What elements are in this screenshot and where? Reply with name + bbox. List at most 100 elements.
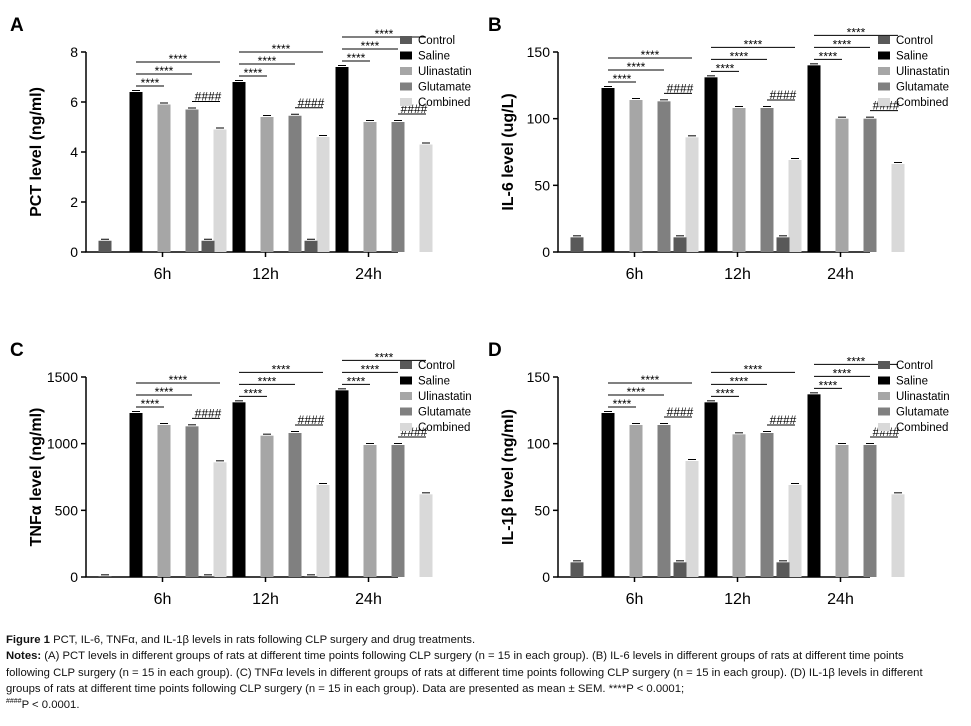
x-tick-label: 6h [154, 266, 172, 283]
y-tick-label: 500 [55, 502, 79, 518]
legend-swatch-saline [400, 376, 412, 385]
legend-label-control: Control [418, 35, 455, 47]
legend-swatch-control [878, 361, 890, 369]
bar-control-6h [570, 237, 584, 252]
legend-label-ulinastatin: Ulinastatin [418, 66, 472, 78]
hash-superscript: #### [6, 698, 22, 706]
bar-saline-6h [129, 92, 143, 252]
legend-label-saline: Saline [896, 51, 928, 63]
sig-saline-glutamate-label: **** [627, 385, 646, 399]
sig-saline-combined-label: **** [744, 362, 763, 376]
bar-combined-24h [419, 494, 433, 577]
sig-combined-hash-label: #### [298, 413, 325, 427]
legend-swatch-saline [878, 376, 890, 385]
bar-saline-6h [601, 413, 615, 577]
sig-saline-glutamate-label: **** [730, 374, 749, 388]
sig-saline-ulinastatin-label: **** [716, 61, 735, 75]
sig-saline-ulinastatin-label: **** [347, 51, 366, 65]
legend-swatch-saline [400, 51, 412, 60]
bar-control-6h [98, 240, 112, 252]
bar-glutamate-12h [760, 108, 774, 252]
legend-label-glutamate: Glutamate [896, 407, 949, 419]
x-tick-label: 24h [827, 266, 854, 283]
bar-ulinastatin-6h [629, 100, 643, 252]
bar-saline-6h [129, 413, 143, 577]
bar-glutamate-12h [760, 433, 774, 577]
legend-swatch-ulinastatin [878, 392, 890, 400]
sig-saline-glutamate-label: **** [361, 39, 380, 53]
sig-saline-ulinastatin-label: **** [141, 397, 160, 411]
hash-text: P < 0.0001. [21, 699, 80, 712]
y-tick-label: 0 [70, 569, 78, 585]
sig-combined-hash-label: #### [195, 406, 222, 420]
y-tick-label: 8 [70, 44, 78, 60]
legend-swatch-combined [878, 423, 890, 431]
notes-label: Notes: [6, 650, 42, 663]
legend-label-combined: Combined [896, 97, 948, 109]
legend-swatch-glutamate [878, 407, 890, 416]
x-tick-label: 12h [724, 591, 751, 608]
x-tick-label: 6h [154, 591, 172, 608]
chart-panel-B: BIL-6 level (ug/L)0501001506h***********… [488, 15, 950, 283]
bar-control-6h [570, 562, 584, 577]
bar-combined-12h [788, 160, 802, 252]
legend-swatch-combined [878, 98, 890, 106]
y-tick-label: 50 [534, 502, 550, 518]
legend-swatch-glutamate [400, 82, 412, 91]
y-axis-label: IL-6 level (ug/L) [500, 93, 517, 210]
bar-ulinastatin-6h [157, 104, 171, 252]
sig-saline-combined-label: **** [375, 27, 394, 41]
bar-combined-6h [685, 137, 699, 252]
bar-saline-6h [601, 88, 615, 252]
legend-label-combined: Combined [896, 422, 948, 434]
bar-control-6h [98, 576, 112, 577]
bar-combined-12h [316, 485, 330, 577]
sig-saline-combined-label: **** [847, 354, 866, 368]
legend-label-ulinastatin: Ulinastatin [418, 391, 472, 403]
sig-saline-ulinastatin-label: **** [613, 397, 632, 411]
x-tick-label: 6h [626, 591, 644, 608]
bar-combined-6h [213, 462, 227, 577]
bar-glutamate-24h [863, 445, 877, 577]
legend-label-saline: Saline [418, 51, 450, 63]
bar-glutamate-6h [185, 426, 199, 577]
bar-combined-24h [891, 164, 905, 252]
legend-swatch-glutamate [400, 407, 412, 416]
notes-text: (A) PCT levels in different groups of ra… [6, 650, 923, 695]
bar-glutamate-12h [288, 115, 302, 252]
bar-control-12h [673, 562, 687, 577]
sig-saline-glutamate-label: **** [258, 374, 277, 388]
chart-panel-D: DIL-1β level (ng/ml)0501001506h*********… [488, 340, 950, 608]
y-axis-label: TNFα level (ng/ml) [28, 408, 45, 547]
legend-label-control: Control [896, 360, 933, 372]
legend-label-saline: Saline [896, 376, 928, 388]
legend-label-glutamate: Glutamate [418, 407, 471, 419]
sig-combined-hash-label: #### [770, 413, 797, 427]
legend-swatch-ulinastatin [400, 67, 412, 75]
sig-saline-ulinastatin-label: **** [819, 49, 838, 63]
sig-saline-glutamate-label: **** [833, 366, 852, 380]
bar-glutamate-6h [657, 101, 671, 252]
sig-saline-glutamate-label: **** [258, 54, 277, 68]
y-tick-label: 0 [542, 569, 550, 585]
sig-saline-ulinastatin-label: **** [613, 72, 632, 86]
sig-combined-hash-label: #### [770, 88, 797, 102]
bar-ulinastatin-24h [835, 445, 849, 577]
sig-saline-ulinastatin-label: **** [244, 66, 263, 80]
legend-label-combined: Combined [418, 97, 470, 109]
legend-swatch-ulinastatin [400, 392, 412, 400]
bar-control-12h [201, 576, 215, 577]
figure-title: PCT, IL-6, TNFα, and IL-1β levels in rat… [49, 634, 476, 646]
y-tick-label: 4 [70, 144, 78, 160]
bar-glutamate-24h [391, 445, 405, 577]
bar-saline-12h [704, 402, 718, 577]
x-tick-label: 24h [827, 591, 854, 608]
legend-swatch-control [878, 36, 890, 44]
legend-swatch-ulinastatin [878, 67, 890, 75]
legend-swatch-combined [400, 98, 412, 106]
sig-saline-glutamate-label: **** [833, 37, 852, 51]
bar-ulinastatin-24h [363, 445, 377, 577]
